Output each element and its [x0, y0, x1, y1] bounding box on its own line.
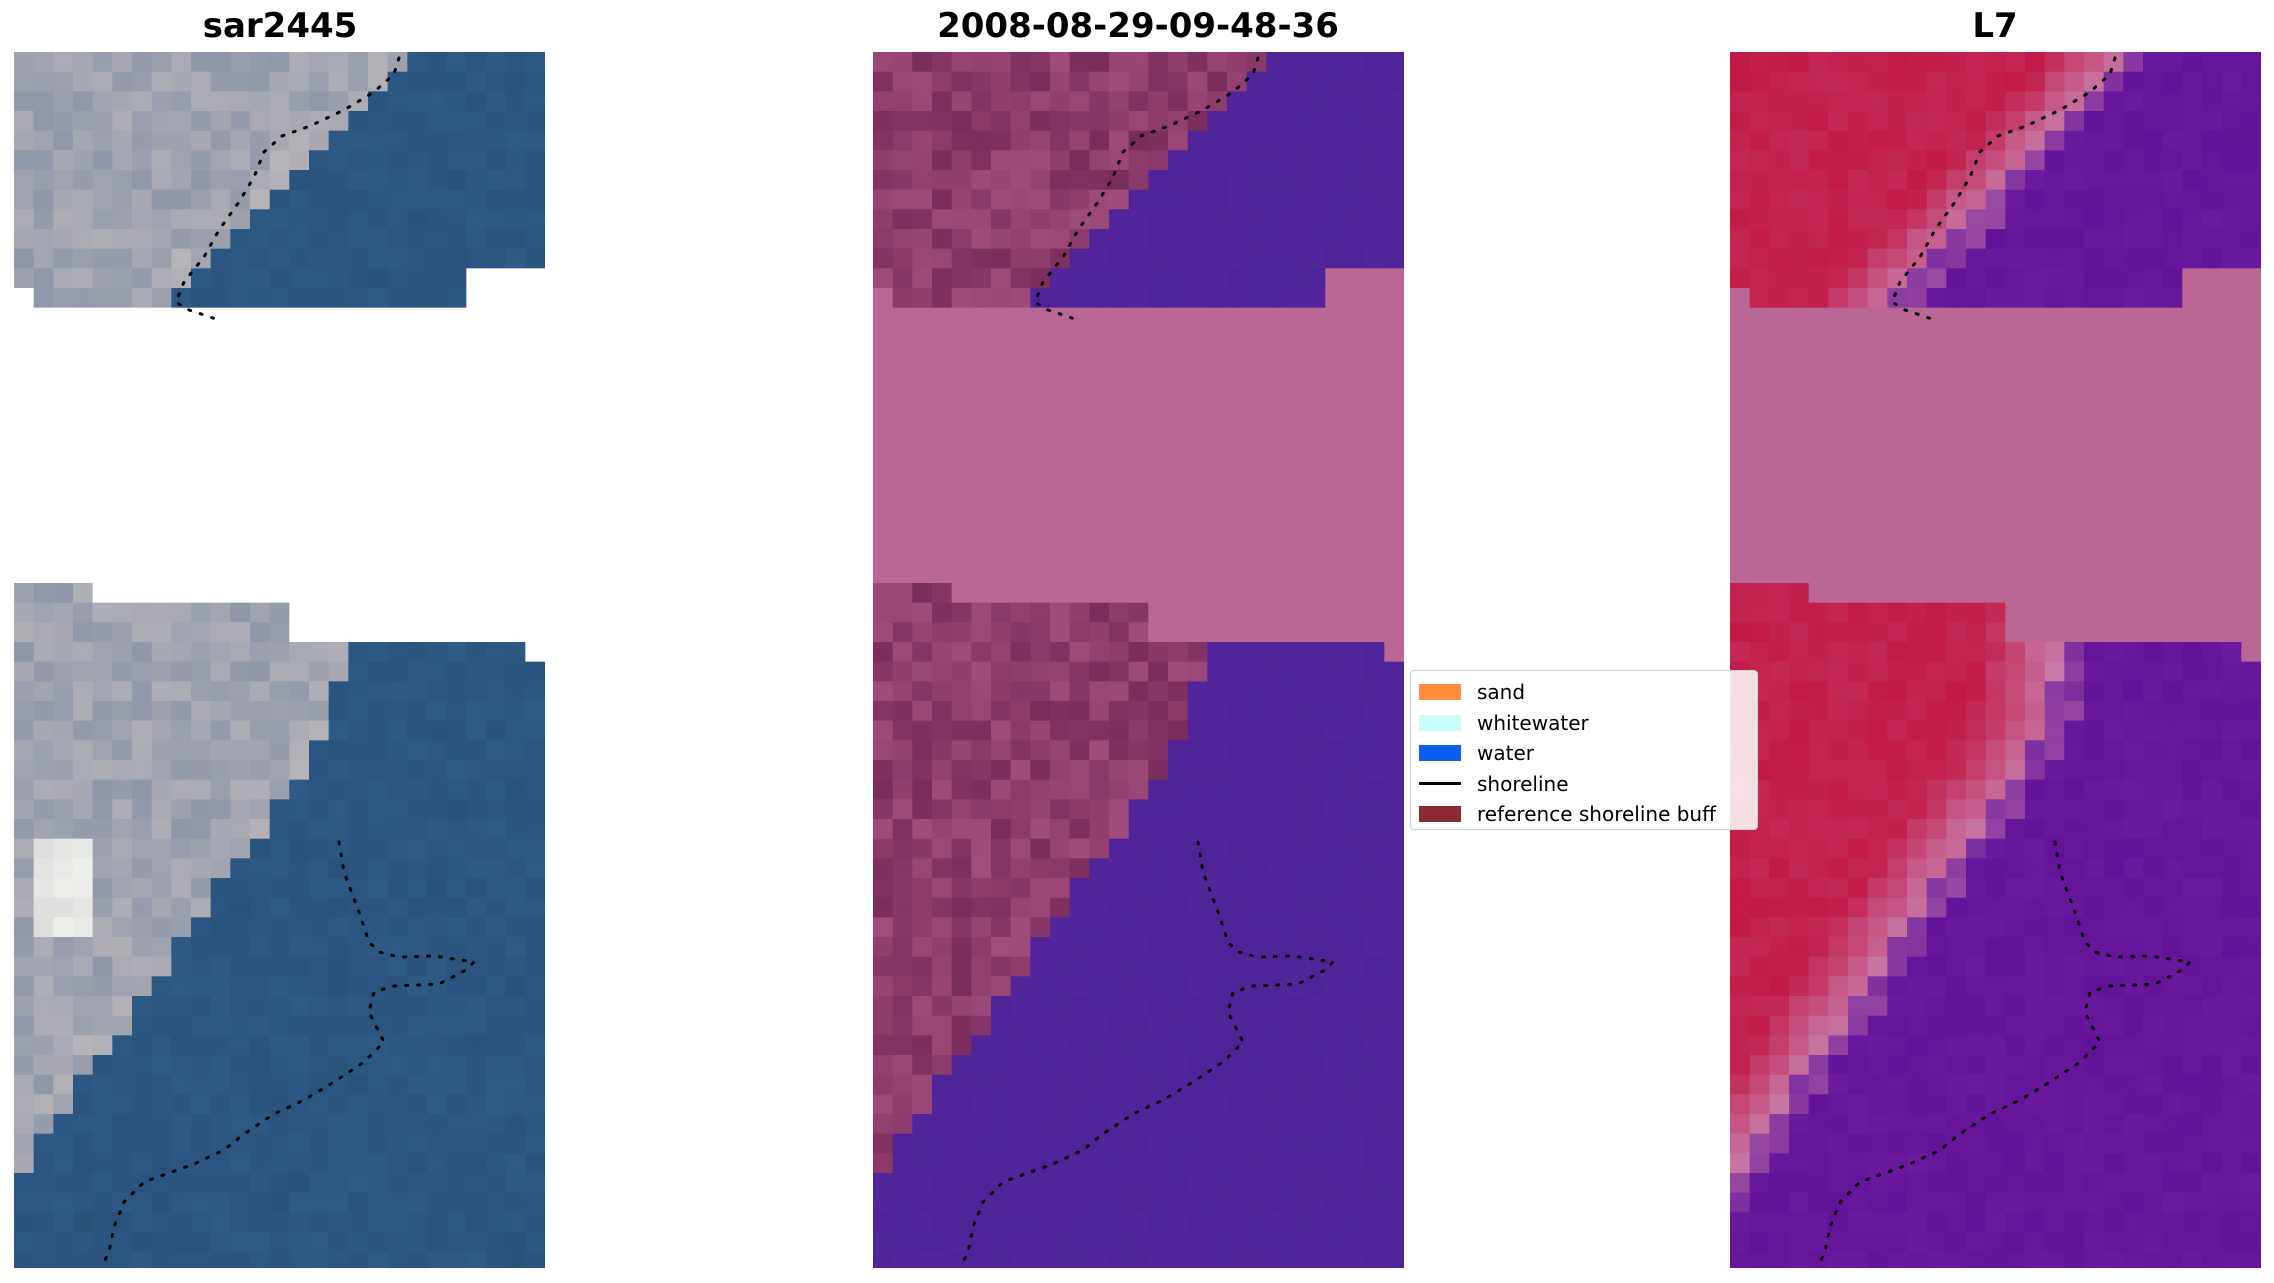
- legend-label: sand: [1477, 680, 1526, 705]
- raster-image: [1730, 52, 2261, 1268]
- legend-color-swatch: [1419, 684, 1461, 701]
- image-panel-classified: [873, 52, 1404, 1268]
- legend-label: reference shoreline buff: [1477, 802, 1716, 827]
- shoreline-trace-upper: [1033, 56, 1260, 322]
- panel-title-2: 2008-08-29-09-48-36: [937, 6, 1339, 46]
- shoreline-trace-lower: [100, 840, 478, 1268]
- legend-color-swatch: [1419, 714, 1461, 731]
- legend-item: shoreline: [1419, 769, 1757, 800]
- legend-item: water: [1419, 738, 1757, 769]
- raster-image: [873, 52, 1404, 1268]
- panel-title-1: sar2445: [202, 6, 358, 46]
- shoreline-trace-lower: [959, 840, 1337, 1268]
- legend-label: whitewater: [1477, 710, 1589, 735]
- legend-item: reference shoreline buff: [1419, 799, 1757, 829]
- image-panel-index: [1730, 52, 2261, 1268]
- legend-label: shoreline: [1477, 771, 1569, 796]
- image-panel-rgb: [14, 52, 545, 1268]
- legend-label: water: [1477, 741, 1534, 766]
- raster-image: [14, 52, 545, 1268]
- legend-color-swatch: [1419, 745, 1461, 762]
- legend: sand whitewater water shoreline reference sh…: [1410, 670, 1758, 830]
- legend-line-swatch: [1419, 782, 1461, 786]
- panel-title-3: L7: [1972, 6, 2018, 46]
- shoreline-trace-lower: [1816, 840, 2194, 1268]
- shoreline-trace-upper: [1890, 56, 2117, 322]
- legend-item: sand: [1419, 677, 1757, 708]
- legend-color-swatch: [1419, 806, 1461, 823]
- legend-item: whitewater: [1419, 708, 1757, 739]
- shoreline-trace-upper: [174, 56, 401, 322]
